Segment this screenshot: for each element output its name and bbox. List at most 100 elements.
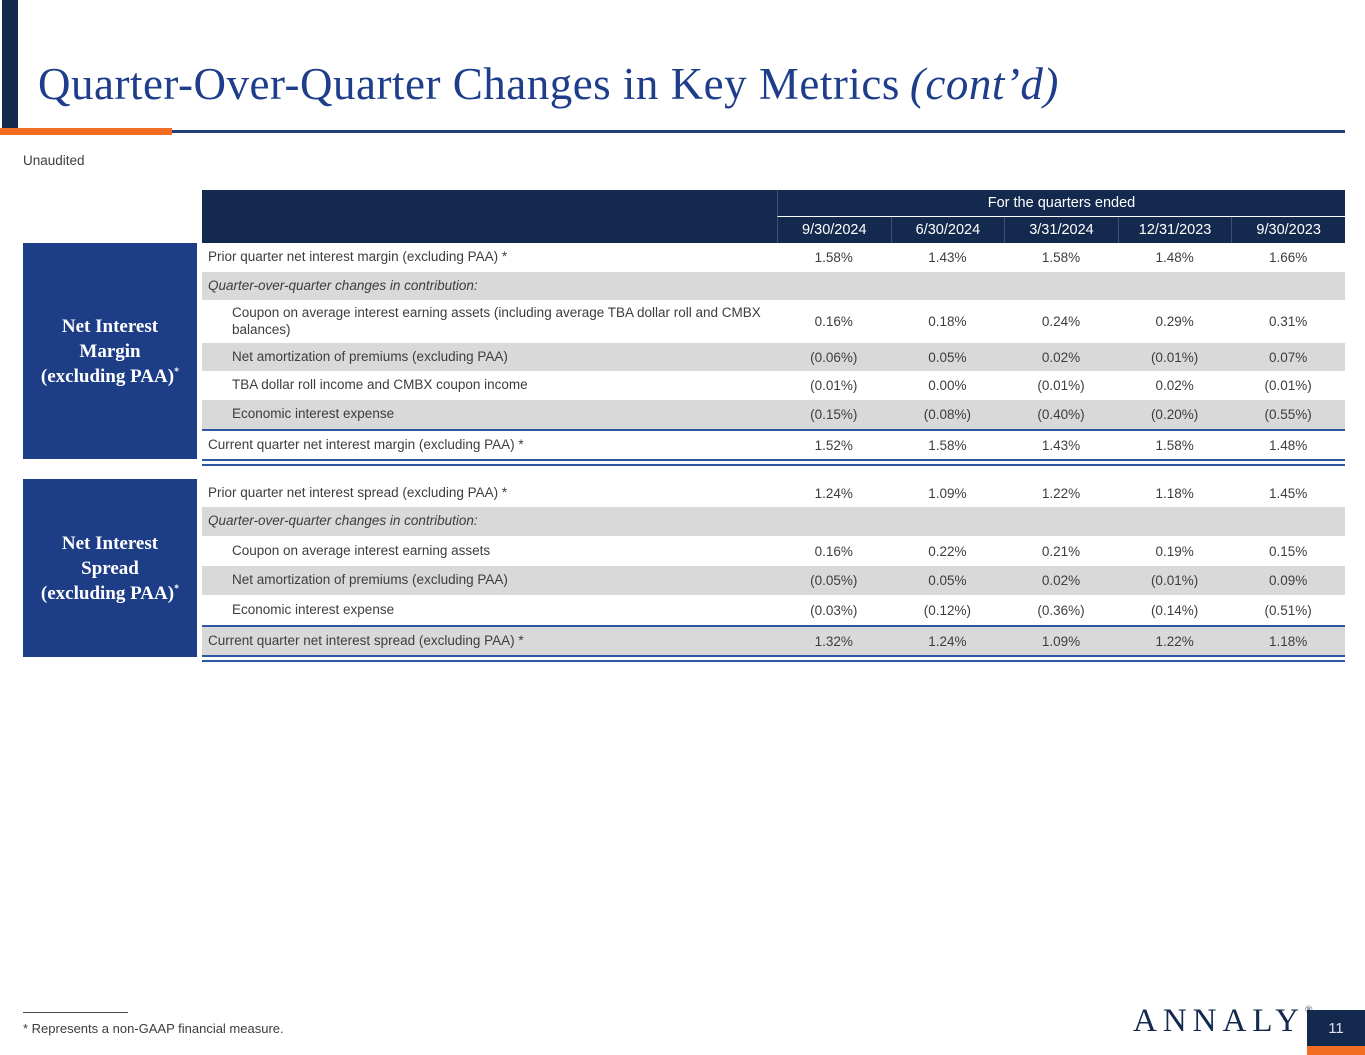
column-header-date: 3/31/2024 [1004, 217, 1118, 243]
cell-value: 0.15% [1269, 543, 1308, 559]
row-label: Prior quarter net interest spread (exclu… [208, 484, 508, 500]
table-row: TBA dollar roll income and CMBX coupon i… [202, 371, 1345, 400]
cell-value: 0.19% [1155, 543, 1194, 559]
row-label: Current quarter net interest margin (exc… [208, 436, 524, 452]
cell-value: (0.14%) [1150, 602, 1199, 618]
row-label: Prior quarter net interest margin (exclu… [208, 249, 508, 265]
row-label: Current quarter net interest spread (exc… [208, 632, 524, 648]
side-label-net-interest-spread: Net Interest Spread (excluding PAA)* [23, 479, 197, 657]
cell-value: 1.24% [928, 633, 967, 649]
cell-value: 0.09% [1269, 573, 1308, 588]
cell-value: 1.45% [1269, 485, 1308, 501]
cell-value: 1.48% [1269, 437, 1308, 453]
row-label: TBA dollar roll income and CMBX coupon i… [232, 377, 528, 393]
cell-value: 1.24% [814, 485, 853, 501]
footnote-asterisk: * [174, 366, 180, 378]
column-header-date: 9/30/2024 [777, 217, 891, 243]
page-number-box: 11 [1307, 1010, 1365, 1055]
cell-value: 0.05% [928, 573, 967, 588]
cell-value: 1.43% [928, 250, 967, 265]
section-label: Quarter-over-quarter changes in contribu… [208, 277, 478, 293]
cell-value: (0.01%) [1150, 349, 1199, 365]
double-rule [202, 655, 1345, 662]
cell-value: 1.32% [814, 633, 853, 649]
table-section-row: Quarter-over-quarter changes in contribu… [202, 507, 1345, 536]
table-row: Net amortization of premiums (excluding … [202, 343, 1345, 371]
cell-value: 1.52% [814, 437, 853, 453]
table-row: Prior quarter net interest spread (exclu… [202, 479, 1345, 507]
cell-value: 1.09% [928, 485, 967, 501]
cell-value: (0.03%) [810, 602, 858, 618]
row-label: Net amortization of premiums (excluding … [232, 572, 508, 588]
side-label-line: Net Interest [61, 315, 159, 337]
table-header-caption-row: For the quarters ended [202, 190, 1345, 217]
cell-value: 1.66% [1269, 250, 1308, 265]
table-header-dates-row: 9/30/2024 6/30/2024 3/31/2024 12/31/2023… [202, 217, 1345, 243]
column-header-date: 12/31/2023 [1117, 217, 1232, 243]
cell-value: 0.02% [1041, 573, 1081, 588]
table-section-row: Quarter-over-quarter changes in contribu… [202, 272, 1345, 300]
cell-value: (0.51%) [1264, 602, 1312, 618]
table-row: Prior quarter net interest margin (exclu… [202, 243, 1345, 272]
cell-value: 0.05% [928, 349, 967, 365]
cell-value: 0.00% [928, 378, 967, 393]
cell-value: (0.01%) [1264, 378, 1312, 393]
cell-value: 0.07% [1269, 349, 1308, 365]
side-label-line3: (excluding PAA) [40, 582, 175, 604]
cell-value: 0.22% [928, 543, 967, 559]
side-label-line3: (excluding PAA) [40, 365, 175, 387]
table-header: For the quarters ended 9/30/2024 6/30/20… [202, 190, 1345, 243]
header-spacer [202, 190, 777, 217]
cell-value: 1.18% [1155, 485, 1194, 501]
cell-value: 1.18% [1269, 633, 1308, 649]
side-label-line: (excluding PAA)* [23, 364, 197, 389]
cell-value: 0.31% [1269, 314, 1308, 329]
page-title: Quarter-Over-Quarter Changes in Key Metr… [38, 58, 1059, 110]
cell-value: 1.22% [1041, 485, 1081, 501]
row-label: Economic interest expense [232, 406, 395, 422]
table-row: Economic interest expense (0.03%) (0.12%… [202, 595, 1345, 625]
row-label: Coupon on average interest earning asset… [232, 304, 761, 337]
side-label-line: Net Interest [61, 532, 159, 554]
cell-value: 1.22% [1155, 633, 1194, 649]
side-label-line: Spread [81, 557, 139, 579]
table-total-row: Current quarter net interest margin (exc… [202, 429, 1345, 459]
table-row: Net amortization of premiums (excluding … [202, 566, 1345, 595]
side-label-line: (excluding PAA)* [23, 581, 197, 606]
table-total-row: Current quarter net interest spread (exc… [202, 625, 1345, 655]
cell-value: (0.06%) [810, 349, 858, 365]
cell-value: (0.08%) [923, 407, 972, 422]
cell-value: (0.36%) [1037, 602, 1085, 618]
page-number: 11 [1307, 1010, 1365, 1046]
annaly-logo-text: ANNALY [1133, 1003, 1306, 1039]
cell-value: (0.12%) [923, 602, 972, 618]
cell-value: 0.16% [814, 543, 853, 559]
column-header-date: 9/30/2023 [1231, 217, 1345, 243]
metrics-table: For the quarters ended 9/30/2024 6/30/20… [202, 190, 1345, 662]
side-label-net-interest-margin: Net Interest Margin (excluding PAA)* [23, 243, 197, 459]
cell-value: (0.01%) [810, 378, 858, 393]
row-label: Coupon on average interest earning asset… [232, 542, 491, 558]
table-row: Coupon on average interest earning asset… [202, 300, 1345, 343]
side-label-line: Margin [79, 340, 141, 362]
cell-value: 0.29% [1155, 314, 1194, 329]
table-row: Coupon on average interest earning asset… [202, 536, 1345, 566]
cell-value: 1.58% [814, 250, 853, 265]
title-underline-orange [0, 128, 172, 135]
header-spacer [202, 217, 777, 243]
cell-value: (0.40%) [1037, 407, 1085, 422]
page-box-orange-strip [1307, 1046, 1365, 1055]
unaudited-label: Unaudited [23, 153, 85, 168]
cell-value: 1.58% [1041, 250, 1081, 265]
cell-value: (0.20%) [1150, 407, 1199, 422]
cell-value: 0.02% [1155, 378, 1194, 393]
cell-value: 1.58% [928, 437, 967, 453]
cell-value: (0.01%) [1037, 378, 1085, 393]
cell-value: 1.58% [1155, 437, 1194, 453]
title-text: Quarter-Over-Quarter Changes in Key Metr… [38, 59, 900, 109]
double-rule [202, 459, 1345, 466]
cell-value: 0.24% [1041, 314, 1081, 329]
title-underline-navy [0, 130, 1345, 133]
table-row: Economic interest expense (0.15%) (0.08%… [202, 400, 1345, 429]
